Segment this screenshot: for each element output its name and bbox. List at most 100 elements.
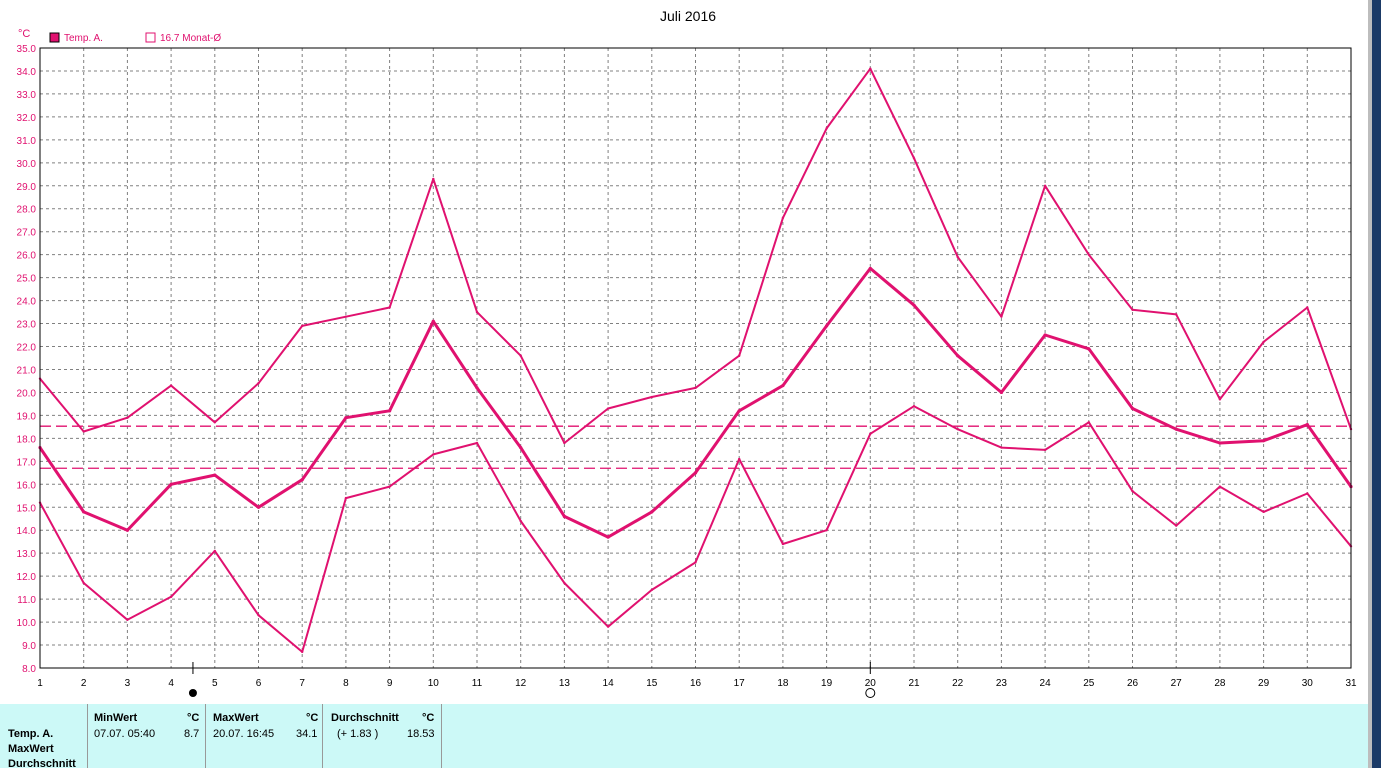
data-point xyxy=(1043,448,1047,452)
data-point xyxy=(1262,340,1265,344)
data-point xyxy=(694,386,697,390)
row-label-temp: Temp. A. xyxy=(8,728,54,740)
data-point xyxy=(1043,333,1047,337)
min-column: MinWert °C 07.07. 05:40 8.7 xyxy=(87,704,206,768)
legend-temp-label: Temp. A. xyxy=(64,33,103,44)
max-header: MaxWert xyxy=(213,712,259,724)
y-tick-label: 21.0 xyxy=(17,365,37,376)
data-point xyxy=(650,510,654,514)
data-point xyxy=(869,432,872,435)
data-point xyxy=(1262,439,1266,443)
y-tick-label: 18.0 xyxy=(17,434,37,445)
data-point xyxy=(1130,406,1135,411)
y-tick-label: 19.0 xyxy=(17,411,37,422)
y-tick-label: 8.0 xyxy=(22,664,36,675)
x-tick-label: 18 xyxy=(777,678,789,689)
data-point xyxy=(169,384,173,387)
legend-avg-label: 16.7 Monat-Ø xyxy=(160,33,221,44)
x-tick-label: 7 xyxy=(299,678,305,689)
data-point xyxy=(606,407,610,410)
y-tick-label: 16.0 xyxy=(17,480,37,491)
data-point xyxy=(1175,524,1178,527)
data-point xyxy=(650,395,653,399)
data-point xyxy=(431,319,435,323)
data-point xyxy=(519,519,522,523)
x-tick-label: 26 xyxy=(1127,678,1139,689)
y-tick-label: 11.0 xyxy=(17,595,36,606)
data-point xyxy=(825,127,828,130)
data-point xyxy=(432,453,435,456)
data-point xyxy=(956,427,959,431)
y-unit-label: °C xyxy=(18,28,30,40)
avg-header: Durchschnitt xyxy=(331,712,399,724)
x-tick-label: 4 xyxy=(168,678,174,689)
x-tick-label: 15 xyxy=(646,678,658,689)
y-tick-label: 25.0 xyxy=(17,274,37,285)
series-lines xyxy=(38,67,1353,654)
y-tick-label: 22.0 xyxy=(17,343,37,354)
x-tick-label: 17 xyxy=(734,678,746,689)
data-point xyxy=(825,324,829,328)
data-point xyxy=(344,416,348,420)
y-tick-label: 35.0 xyxy=(17,44,37,55)
y-tick-label: 17.0 xyxy=(17,457,37,468)
x-tick-label: 8 xyxy=(343,678,349,689)
data-point xyxy=(519,354,522,357)
data-point xyxy=(1000,315,1003,318)
legend-open-swatch xyxy=(145,32,156,43)
data-point xyxy=(1087,253,1091,256)
data-point xyxy=(475,386,479,390)
data-point xyxy=(256,505,261,509)
data-point xyxy=(519,445,523,450)
y-tick-label: 26.0 xyxy=(17,251,37,262)
x-tick-label: 1 xyxy=(37,678,43,689)
data-point xyxy=(694,561,697,564)
y-tick-label: 10.0 xyxy=(17,618,37,629)
y-tick-label: 30.0 xyxy=(17,159,37,170)
grid xyxy=(40,48,1351,668)
y-tick-label: 13.0 xyxy=(17,549,37,560)
data-point xyxy=(738,354,741,357)
data-point xyxy=(1262,510,1265,514)
data-point xyxy=(869,67,872,70)
row-label-avg: Durchschnitt xyxy=(8,758,76,770)
x-tick-label: 24 xyxy=(1040,678,1052,689)
data-point xyxy=(213,421,216,424)
x-tick-label: 19 xyxy=(821,678,833,689)
data-point xyxy=(301,650,304,654)
y-tick-label: 9.0 xyxy=(22,641,36,652)
x-tick-label: 13 xyxy=(559,678,571,689)
data-point xyxy=(1087,347,1091,351)
min-value: 8.7 xyxy=(184,728,200,740)
x-tick-label: 22 xyxy=(952,678,964,689)
data-point xyxy=(475,310,479,314)
reference-lines xyxy=(40,425,1351,469)
data-point xyxy=(1218,441,1222,445)
data-point xyxy=(825,529,828,532)
max-column: MaxWert °C 20.07. 16:45 34.1 xyxy=(205,704,323,768)
data-point xyxy=(475,441,479,445)
y-tick-labels: 8.0 9.0 10.0 11.0 12.0 13.0 14.0 15.0 16.0 17.0 18… xyxy=(17,44,37,675)
x-tick-labels: 1 2 3 4 5 6 7 8 9 10 11 12 13 14 15 16 17 18 19 20 21 22 23 24 2… xyxy=(37,678,1357,689)
data-point xyxy=(606,535,610,539)
data-point xyxy=(1218,398,1222,401)
desktop-edge xyxy=(1372,0,1381,768)
legend-filled-swatch xyxy=(49,32,60,43)
x-tick-label: 14 xyxy=(603,678,615,689)
data-point xyxy=(388,409,392,413)
data-point xyxy=(650,588,653,592)
x-tick-label: 31 xyxy=(1345,678,1357,689)
full-moon-marker xyxy=(865,688,876,698)
y-tick-label: 27.0 xyxy=(17,228,37,239)
data-point xyxy=(1218,485,1222,488)
avg-unit: °C xyxy=(422,712,435,724)
data-point xyxy=(562,514,567,519)
y-tick-label: 23.0 xyxy=(17,320,37,331)
statistics-panel: Temp. A. MaxWert Durchschnitt MinWert °C… xyxy=(0,704,1372,770)
y-tick-label: 31.0 xyxy=(17,136,37,147)
data-point xyxy=(82,581,85,585)
max-value: 34.1 xyxy=(296,728,318,740)
data-point xyxy=(999,390,1004,395)
data-point xyxy=(1087,421,1091,424)
data-point xyxy=(169,482,173,486)
